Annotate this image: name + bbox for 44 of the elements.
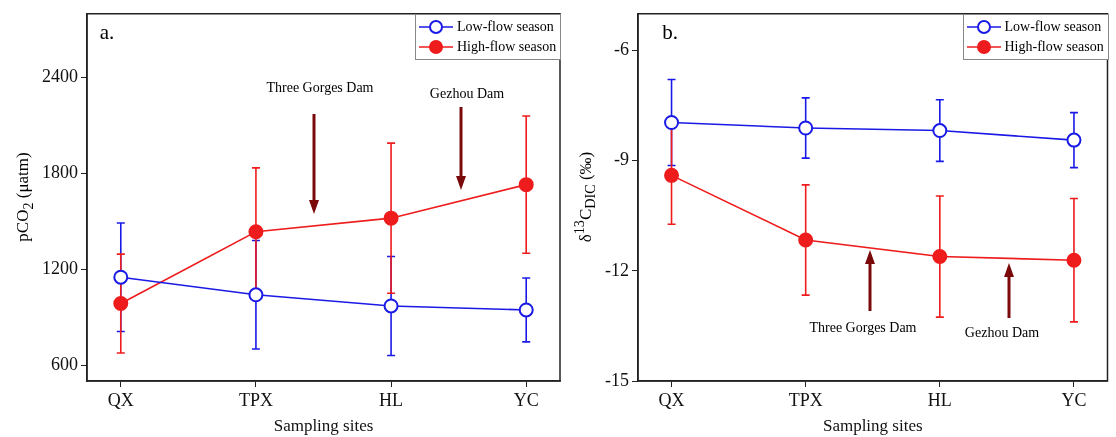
x-tick-label: HL — [927, 389, 952, 410]
x-tick-label: QX — [107, 389, 134, 410]
point — [248, 224, 264, 240]
point — [518, 177, 534, 193]
point — [664, 167, 680, 183]
point — [383, 210, 399, 226]
y-tick-label: 1800 — [42, 162, 78, 183]
annotation: a. — [99, 19, 115, 45]
y-tick-label: 2400 — [42, 66, 78, 87]
x-tick-label: QX — [658, 389, 685, 410]
legend-label: Low-flow season — [457, 18, 554, 35]
y-tick-label: -9 — [614, 149, 629, 170]
point — [248, 287, 264, 303]
x-tick-label: TPX — [788, 389, 823, 410]
y-tick-label: -6 — [614, 39, 629, 60]
point — [383, 298, 399, 314]
x-tick-label: YC — [1061, 389, 1087, 410]
point — [932, 249, 948, 265]
point — [798, 232, 814, 248]
point — [798, 120, 814, 136]
annotation: Three Gorges Dam — [266, 80, 374, 96]
annotation: Gezhou Dam — [964, 325, 1040, 341]
legend-label: High-flow season — [1004, 38, 1104, 55]
annotation: Three Gorges Dam — [809, 320, 917, 336]
legend-label: High-flow season — [457, 38, 557, 55]
x-tick-label: HL — [379, 389, 404, 410]
point — [113, 269, 129, 285]
point — [113, 296, 129, 312]
point — [664, 114, 680, 130]
point — [932, 123, 948, 139]
point — [1066, 252, 1082, 268]
y-tick-label: -15 — [605, 369, 629, 390]
y-tick-label: 1200 — [42, 257, 78, 278]
y-tick-label: -12 — [605, 259, 629, 280]
x-tick-label: TPX — [238, 389, 273, 410]
point — [1066, 132, 1082, 148]
annotation: Gezhou Dam — [429, 86, 505, 102]
x-axis-title: Sampling sites — [822, 416, 923, 436]
y-tick-label: 600 — [51, 353, 78, 374]
x-tick-label: YC — [513, 389, 539, 410]
annotation: b. — [662, 19, 678, 45]
legend-label: Low-flow season — [1004, 18, 1102, 35]
point — [518, 302, 534, 318]
x-axis-title: Sampling sites — [273, 416, 374, 436]
